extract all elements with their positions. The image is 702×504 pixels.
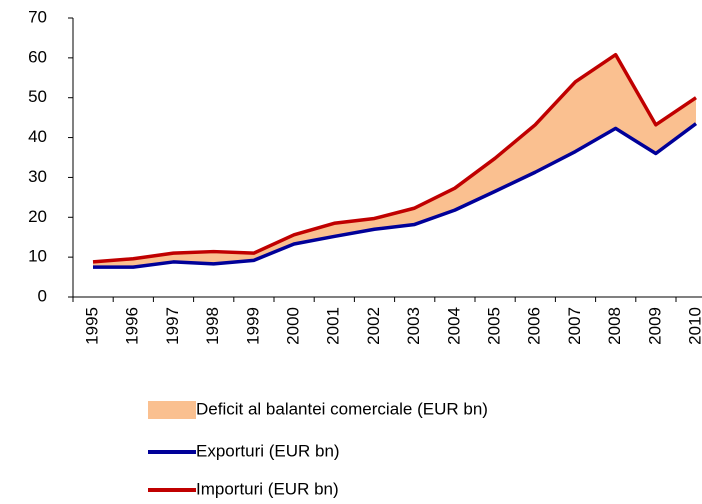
y-tick-label: 0 bbox=[38, 286, 47, 305]
deficit-area bbox=[93, 54, 696, 268]
x-tick-label: 1999 bbox=[243, 307, 262, 345]
legend-label: Deficit al balantei comerciale (EUR bn) bbox=[196, 399, 488, 418]
x-tick-label: 1996 bbox=[123, 307, 142, 345]
x-tick-label: 2004 bbox=[444, 307, 463, 345]
legend-label: Importuri (EUR bn) bbox=[196, 479, 339, 498]
x-tick-label: 1998 bbox=[203, 307, 222, 345]
y-tick-label: 20 bbox=[28, 207, 47, 226]
line-series bbox=[93, 122, 698, 269]
legend-swatch bbox=[148, 401, 196, 419]
x-tick-label: 2006 bbox=[525, 307, 544, 345]
x-tick-label: 2008 bbox=[605, 307, 624, 345]
x-tick-label: 2003 bbox=[404, 307, 423, 345]
x-tick-label: 2007 bbox=[565, 307, 584, 345]
x-tick-label: 2005 bbox=[484, 307, 503, 345]
x-tick-label: 2002 bbox=[364, 307, 383, 345]
x-tick-label: 2010 bbox=[685, 307, 702, 345]
x-tick-label: 1995 bbox=[82, 307, 101, 345]
x-tick-label: 1997 bbox=[163, 307, 182, 345]
y-tick-label: 40 bbox=[28, 127, 47, 146]
y-tick-label: 50 bbox=[28, 87, 47, 106]
x-tick-label: 2009 bbox=[645, 307, 664, 345]
y-tick-label: 70 bbox=[28, 7, 47, 26]
legend-label: Exporturi (EUR bn) bbox=[196, 441, 340, 460]
x-tick-label: 2001 bbox=[324, 307, 343, 345]
line-series bbox=[92, 52, 697, 264]
x-tick-label: 2000 bbox=[283, 307, 302, 345]
y-tick-label: 10 bbox=[28, 247, 47, 266]
y-tick-label: 30 bbox=[28, 167, 47, 186]
y-tick-label: 60 bbox=[28, 47, 47, 66]
